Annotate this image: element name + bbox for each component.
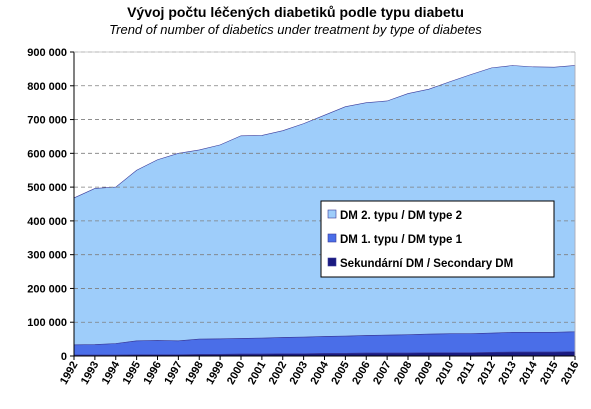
x-tick-label-2001: 2001: [246, 360, 269, 387]
x-axis-ticks: 1992199319941995199619971998199920002001…: [58, 356, 582, 387]
chart-subtitle: Trend of number of diabetics under treat…: [109, 22, 482, 37]
x-tick-label-2002: 2002: [267, 360, 290, 387]
chart-title: Vývoj počtu léčených diabetiků podle typ…: [127, 4, 464, 20]
y-tick-label-600000: 600 000: [27, 148, 67, 160]
x-tick-label-2004: 2004: [308, 359, 331, 387]
x-tick-label-2000: 2000: [225, 360, 248, 387]
legend-box: [320, 200, 555, 278]
x-tick-label-2006: 2006: [350, 360, 373, 387]
x-tick-label-2014: 2014: [517, 359, 540, 387]
legend-swatch-2: [327, 257, 337, 267]
x-tick-label-2003: 2003: [288, 360, 311, 387]
x-tick-label-1993: 1993: [79, 360, 102, 387]
x-tick-label-2011: 2011: [455, 360, 477, 387]
legend-label-1: DM 1. typu / DM type 1: [340, 234, 463, 246]
x-tick-label-2016: 2016: [559, 360, 582, 387]
x-tick-label-1994: 1994: [100, 359, 123, 387]
x-tick-label-2013: 2013: [496, 360, 519, 387]
x-tick-label-1995: 1995: [121, 360, 144, 387]
legend-swatch-0: [327, 209, 337, 219]
y-tick-label-100000: 100 000: [27, 317, 67, 329]
legend-label-0: DM 2. typu / DM type 2: [340, 210, 462, 222]
y-tick-label-0: 0: [61, 351, 67, 363]
x-tick-label-1996: 1996: [141, 360, 164, 387]
y-tick-label-300000: 300 000: [27, 250, 67, 262]
y-tick-label-200000: 200 000: [27, 283, 67, 295]
x-tick-label-1997: 1997: [162, 360, 185, 387]
x-tick-label-2007: 2007: [371, 360, 394, 387]
legend-swatch-1: [327, 233, 337, 243]
legend: DM 2. typu / DM type 2 DM 1. typu / DM ty…: [320, 200, 555, 278]
x-tick-label-2008: 2008: [392, 360, 415, 387]
x-tick-label-1999: 1999: [204, 360, 227, 387]
x-tick-label-1992: 1992: [58, 360, 81, 387]
y-tick-label-700000: 700 000: [27, 115, 67, 127]
x-tick-label-1998: 1998: [183, 360, 206, 387]
y-tick-label-900000: 900 000: [27, 47, 67, 59]
x-tick-label-2009: 2009: [413, 360, 436, 387]
y-axis-ticks: 0 100 000 200 000 300 000 400 000 500 000 600 …: [27, 47, 74, 363]
x-tick-label-2010: 2010: [434, 360, 457, 387]
x-tick-label-2005: 2005: [329, 360, 352, 387]
x-tick-label-2012: 2012: [475, 360, 498, 387]
y-tick-label-500000: 500 000: [27, 182, 67, 194]
x-tick-label-2015: 2015: [538, 360, 561, 387]
legend-label-2: Sekundární DM / Secondary DM: [340, 258, 513, 270]
y-tick-label-400000: 400 000: [27, 216, 67, 228]
y-tick-label-800000: 800 000: [27, 81, 67, 93]
